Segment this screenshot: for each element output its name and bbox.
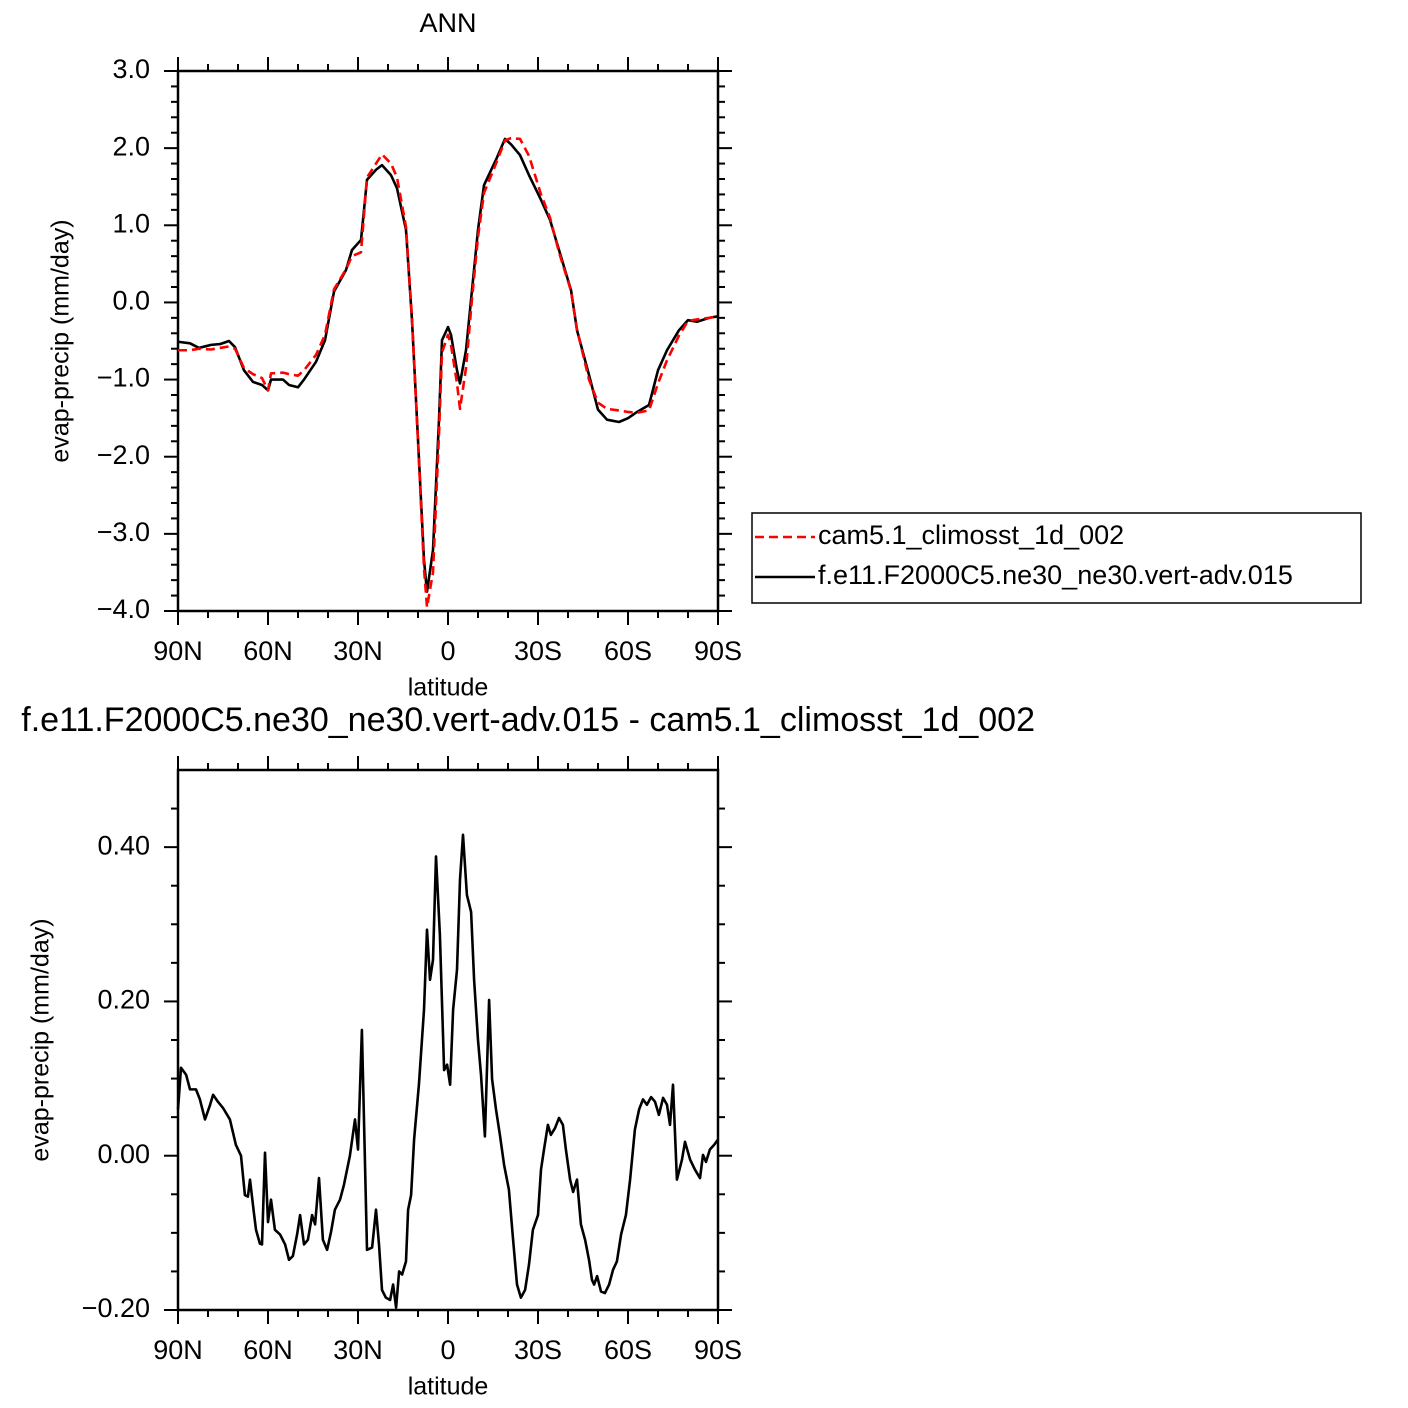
y-tick-label: 0.00 [97, 1139, 150, 1169]
data-line [178, 136, 719, 609]
x-axis-label: latitude [408, 1373, 489, 1401]
legend-box [751, 512, 1362, 604]
x-tick-label: 0 [440, 636, 455, 666]
y-tick-label: 3.0 [112, 54, 150, 84]
y-tick-label: 2.0 [112, 131, 150, 161]
x-tick-label: 60N [243, 1335, 293, 1365]
x-tick-label: 30N [333, 636, 383, 666]
y-tick-label: −3.0 [97, 517, 150, 547]
y-tick-label: −0.20 [82, 1293, 150, 1323]
data-line [176, 833, 720, 1309]
y-tick-label: 0.0 [112, 286, 150, 316]
y-axis-label: evap-precip (mm/day) [47, 219, 75, 462]
x-tick-label: 90S [694, 636, 742, 666]
x-tick-label: 90N [153, 1335, 203, 1365]
y-axis-label: evap-precip (mm/day) [27, 918, 55, 1161]
x-tick-label: 60S [604, 1335, 652, 1365]
x-tick-label: 30S [514, 636, 562, 666]
data-line [177, 137, 719, 594]
x-tick-label: 30N [333, 1335, 383, 1365]
x-tick-label: 90S [694, 1335, 742, 1365]
y-tick-label: 0.40 [97, 830, 150, 860]
x-tick-label: 90N [153, 636, 203, 666]
plot-frame [176, 768, 720, 1312]
chart-title: ANN [419, 8, 476, 38]
x-tick-label: 60N [243, 636, 293, 666]
y-tick-label: 0.20 [97, 985, 150, 1015]
y-tick-label: −2.0 [97, 440, 150, 470]
y-tick-label: −1.0 [97, 363, 150, 393]
chart-title: f.e11.F2000C5.ne30_ne30.vert-adv.015 - c… [21, 701, 1035, 739]
x-tick-label: 60S [604, 636, 652, 666]
x-tick-label: 0 [440, 1335, 455, 1365]
legend-label: f.e11.F2000C5.ne30_ne30.vert-adv.015 [818, 560, 1293, 590]
y-tick-label: −4.0 [97, 594, 150, 624]
x-axis-label: latitude [408, 674, 489, 702]
y-tick-label: 1.0 [112, 208, 150, 238]
plot-frame [176, 69, 720, 613]
x-tick-label: 30S [514, 1335, 562, 1365]
legend-label: cam5.1_climosst_1d_002 [818, 520, 1124, 550]
